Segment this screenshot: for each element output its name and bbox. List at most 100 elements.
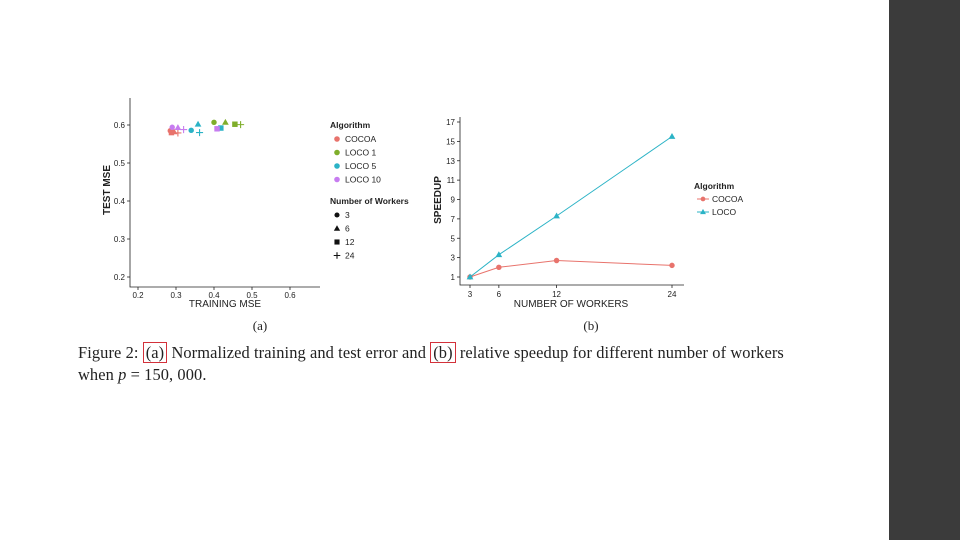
chart-a-point-loco5-24	[196, 129, 204, 137]
side-panel	[889, 0, 960, 540]
chart-b-y-tick-label: 7	[451, 215, 456, 224]
figure-caption: Figure 2: (a) Normalized training and te…	[78, 342, 798, 386]
chart-a-x-tick-label: 0.3	[170, 291, 182, 300]
chart-b-y-tick-label: 13	[446, 157, 455, 166]
chart-a-legend-color-key	[334, 149, 340, 156]
chart-b-line-loco	[469, 136, 673, 278]
chart-a-legend-shape-key	[334, 239, 340, 245]
chart-a-legend-shape-label: 6	[345, 224, 350, 234]
chart-a-legend-shape-title: Number of Workers	[330, 196, 409, 206]
chart-b-point-cocoa-6	[496, 264, 502, 271]
chart-b-axes	[459, 117, 684, 286]
chart-b-legend-items: COCOA LOCO	[697, 194, 744, 217]
chart-b-legend-key	[700, 196, 706, 202]
chart-a-point-loco1-3	[211, 119, 217, 126]
chart-a-legend-shapes: 3 6 12 24	[333, 210, 355, 261]
chart-b-x-ticks: 3 6 12 24	[468, 285, 677, 299]
caption-math-var: p	[118, 365, 127, 384]
chart-a-x-ticks: 0.2 0.3 0.4 0.5 0.6	[132, 287, 296, 300]
chart-a-point-loco1-12	[232, 121, 238, 127]
chart-b-y-tick-label: 9	[451, 196, 456, 205]
chart-a-legend-shape-key	[333, 252, 341, 259]
chart-b-x-tick-label: 3	[468, 290, 473, 299]
chart-a-y-ticks: 0.2 0.3 0.4 0.5 0.6	[114, 121, 130, 282]
chart-b-point-loco-3	[466, 273, 474, 280]
figure-2: 0.2 0.3 0.4 0.5 0.6 0.2 0.3 0.4 0.5 0.6 TRAINING…	[102, 98, 744, 333]
chart-a-point-cocoa-12	[168, 129, 175, 136]
chart-b-x-tick-label: 24	[668, 290, 677, 299]
slide: 0.2 0.3 0.4 0.5 0.6 0.2 0.3 0.4 0.5 0.6 TRAINING…	[78, 98, 798, 386]
chart-a-legend-shape-key	[334, 212, 340, 218]
caption-text-2: relative speedup for different number of…	[78, 343, 784, 384]
chart-b-xlabel: NUMBER OF WORKERS	[514, 299, 629, 310]
chart-a-y-tick-label: 0.6	[114, 121, 126, 130]
chart-a-legend-color-key	[334, 176, 340, 183]
chart-b-legend-label: COCOA	[712, 194, 744, 204]
chart-a-x-tick-label: 0.2	[132, 291, 144, 300]
chart-a-legend: Algorithm COCOA LOCO 1 LOCO 5 LOCO 10 Numbe…	[330, 120, 409, 261]
chart-b-point-loco-12	[553, 212, 560, 219]
chart-a-legend-shape-key	[333, 225, 341, 231]
chart-a-legend-color-label: COCOA	[345, 134, 377, 144]
chart-b-y-tick-label: 17	[446, 118, 455, 127]
caption-ref-a-link[interactable]: (a)	[142, 342, 168, 363]
chart-a-sublabel: (a)	[253, 318, 267, 333]
chart-b-legend-key	[700, 208, 706, 215]
chart-b-y-tick-label: 3	[451, 254, 456, 263]
chart-a-legend-color-label: LOCO 5	[345, 161, 376, 171]
chart-a-legend-color-key	[334, 163, 340, 169]
chart-b-point-loco-24	[668, 133, 676, 139]
chart-a-legend-shape-label: 24	[345, 251, 355, 261]
chart-b-legend-title: Algorithm	[694, 181, 735, 191]
chart-b-line-cocoa	[469, 259, 673, 278]
chart-a-point-loco5-6	[194, 120, 202, 127]
chart-a-point-loco5-12	[218, 125, 224, 131]
chart-b-legend: Algorithm COCOA LOCO	[694, 181, 744, 217]
chart-a-legend-shape-label: 12	[345, 237, 355, 247]
chart-a-x-tick-label: 0.5	[246, 291, 258, 300]
caption-text-1: Normalized training and test error and	[171, 343, 427, 362]
chart-b-x-tick-label: 12	[552, 290, 561, 299]
chart-a-y-tick-label: 0.2	[114, 273, 126, 282]
chart-a-scatter: 0.2 0.3 0.4 0.5 0.6 0.2 0.3 0.4 0.5 0.6 TRAINING…	[102, 98, 409, 333]
chart-b-y-tick-label: 1	[451, 273, 456, 282]
chart-b-point-loco-6	[495, 251, 503, 258]
chart-b-x-tick-label: 6	[497, 290, 502, 299]
chart-a-point-loco1-24	[237, 121, 245, 129]
chart-a-legend-color-key	[334, 136, 340, 142]
chart-b-point-cocoa-12	[553, 257, 560, 264]
chart-b-legend-label: LOCO	[712, 207, 736, 217]
chart-a-x-tick-label: 0.6	[284, 291, 296, 300]
chart-b-series	[466, 133, 676, 280]
chart-a-x-tick-label: 0.4	[208, 291, 220, 300]
chart-a-axes	[129, 98, 320, 288]
chart-a-point-loco5-3	[188, 127, 194, 134]
chart-a-ylabel: TEST MSE	[102, 165, 113, 215]
chart-b-point-cocoa-24	[669, 262, 675, 269]
chart-a-y-tick-label: 0.4	[114, 197, 126, 206]
chart-b-ylabel: SPEEDUP	[433, 176, 444, 224]
chart-a-y-tick-label: 0.3	[114, 235, 126, 244]
chart-b-sublabel: (b)	[583, 318, 598, 333]
chart-a-xlabel: TRAINING MSE	[189, 299, 262, 310]
caption-figure-label: Figure 2:	[78, 343, 139, 362]
chart-a-legend-shape-label: 3	[345, 210, 350, 220]
chart-a-legend-color-title: Algorithm	[330, 120, 371, 130]
chart-b-y-tick-label: 11	[447, 176, 456, 185]
chart-a-points	[167, 118, 245, 137]
chart-a-point-loco1-6	[222, 118, 229, 125]
caption-ref-b-link[interactable]: (b)	[430, 342, 456, 363]
chart-a-legend-color-label: LOCO 1	[345, 148, 376, 158]
chart-a-point-loco10-12	[214, 126, 220, 132]
caption-math-rest: = 150, 000.	[130, 365, 207, 384]
chart-b-y-tick-label: 5	[451, 234, 456, 243]
chart-a-legend-colors: COCOA LOCO 1 LOCO 5 LOCO 10	[334, 134, 381, 185]
chart-b-y-tick-label: 15	[446, 137, 455, 146]
chart-a-point-loco10-6	[174, 124, 182, 131]
chart-a-legend-color-label: LOCO 10	[345, 175, 381, 185]
chart-a-point-loco10-24	[180, 126, 188, 134]
chart-a-point-cocoa-24	[174, 129, 182, 137]
chart-a-y-tick-label: 0.5	[114, 159, 126, 168]
